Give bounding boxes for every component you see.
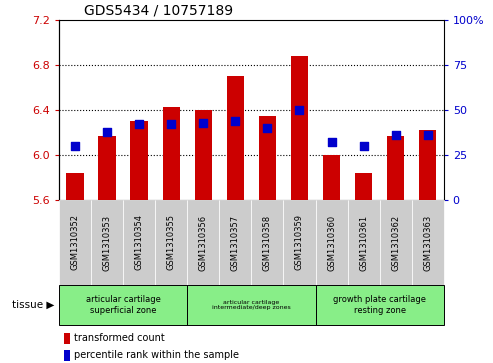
Point (391, 132, 399, 138)
Point (103, 129, 111, 135)
Text: GSM1310360: GSM1310360 (327, 215, 336, 270)
Text: GSM1310352: GSM1310352 (70, 215, 80, 270)
Point (263, 125, 271, 131)
Point (359, 143, 367, 149)
Point (327, 139, 335, 145)
Bar (259, 116, 276, 200)
Text: GSM1310357: GSM1310357 (231, 215, 240, 270)
Text: GSM1310354: GSM1310354 (135, 215, 144, 270)
Text: transformed count: transformed count (74, 333, 165, 343)
Point (71, 143, 79, 149)
Bar (419, 130, 436, 200)
Point (295, 107, 303, 113)
Bar (99, 136, 116, 200)
Text: GSM1310361: GSM1310361 (359, 215, 368, 270)
Text: GSM1310362: GSM1310362 (391, 215, 400, 270)
Bar (163, 107, 180, 200)
Bar (195, 110, 212, 200)
Text: GSM1310363: GSM1310363 (423, 215, 432, 271)
Text: GSM1310359: GSM1310359 (295, 215, 304, 270)
Text: growth plate cartilage
resting zone: growth plate cartilage resting zone (333, 295, 426, 315)
Bar (131, 121, 148, 200)
Text: GSM1310355: GSM1310355 (167, 215, 176, 270)
Text: tissue ▶: tissue ▶ (12, 300, 54, 310)
Bar (355, 173, 372, 200)
Bar (227, 76, 244, 200)
Bar (323, 155, 340, 200)
Point (231, 118, 239, 124)
Point (423, 132, 432, 138)
Text: GSM1310356: GSM1310356 (199, 215, 208, 270)
Text: GSM1310353: GSM1310353 (103, 215, 112, 270)
Point (135, 122, 143, 127)
Point (167, 122, 176, 127)
Bar (67, 173, 84, 200)
Bar (291, 56, 308, 200)
Text: percentile rank within the sample: percentile rank within the sample (74, 350, 239, 360)
Bar (387, 136, 404, 200)
Text: articular cartilage
superficial zone: articular cartilage superficial zone (86, 295, 161, 315)
Point (199, 120, 207, 126)
Text: articular cartilage
intermediate/deep zones: articular cartilage intermediate/deep zo… (212, 299, 291, 310)
Text: GDS5434 / 10757189: GDS5434 / 10757189 (84, 3, 233, 17)
Text: GSM1310358: GSM1310358 (263, 215, 272, 270)
